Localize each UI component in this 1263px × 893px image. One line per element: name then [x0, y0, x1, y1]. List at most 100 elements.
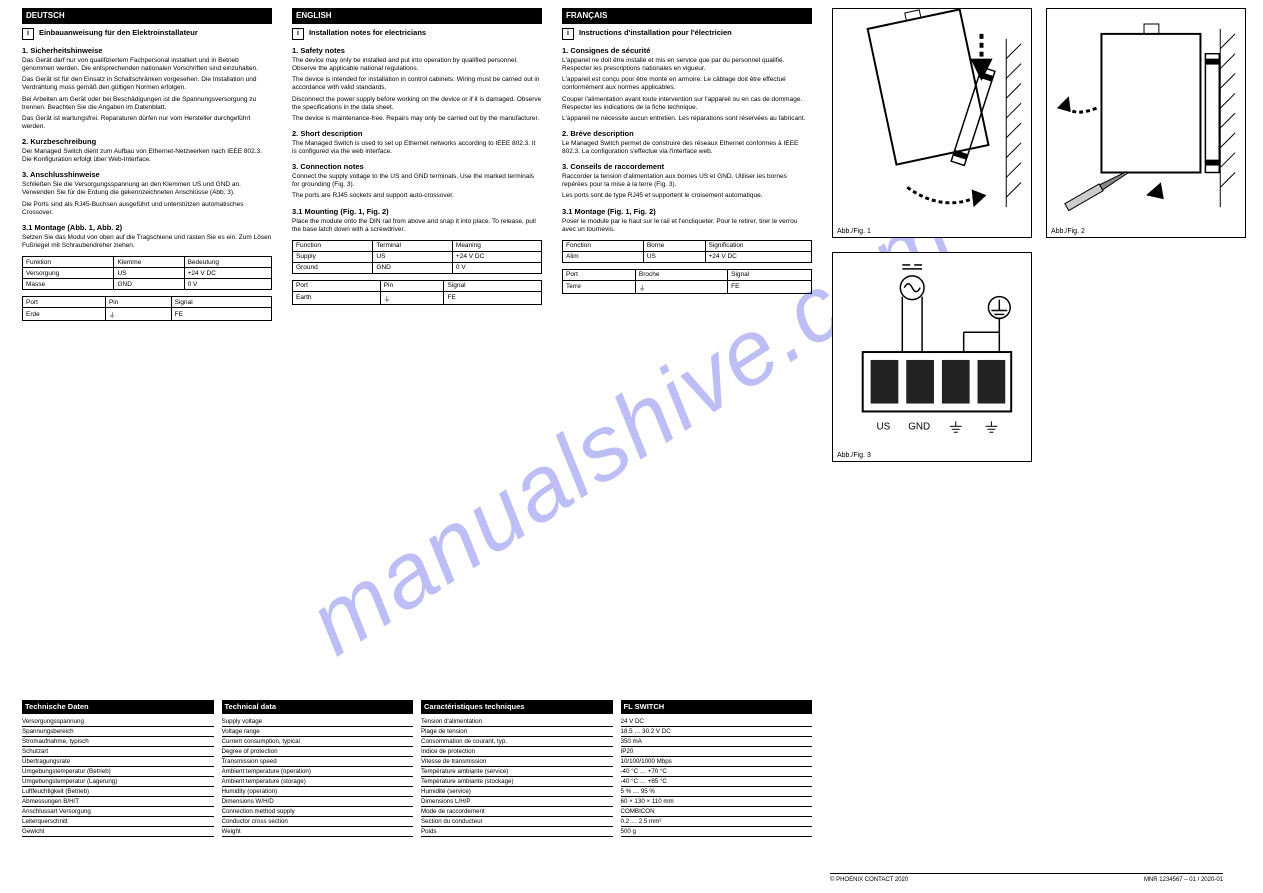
- tech-col-en: Technical data Supply voltageVoltage ran…: [222, 700, 414, 837]
- tech-row: Section du conducteur: [421, 817, 613, 827]
- tech-row: 500 g: [621, 827, 813, 837]
- tech-row: Degree of protection: [222, 747, 414, 757]
- tech-rows-en: Supply voltageVoltage rangeCurrent consu…: [222, 717, 414, 837]
- table-de-1: FunktionKlemmeBedeutung VersorgungUS+24 …: [22, 256, 272, 290]
- s2h-en: 2. Short description: [292, 129, 542, 138]
- lang-bar-de: DEUTSCH: [22, 8, 272, 24]
- tech-header-de: Technische Daten: [22, 700, 214, 714]
- info-icon: i: [562, 28, 574, 40]
- tech-row: IP20: [621, 747, 813, 757]
- text: Disconnect the power supply before worki…: [292, 96, 542, 112]
- table-fr-1: FonctionBorneSignification AlimUS+24 V D…: [562, 240, 812, 263]
- column-en: ENGLISH i Installation notes for electri…: [292, 8, 542, 311]
- text: Die Ports sind als RJ45-Buchsen ausgefüh…: [22, 201, 272, 217]
- text: The device may only be installed and put…: [292, 57, 542, 73]
- s4h-de: 3.1 Montage (Abb. 1, Abb. 2): [22, 223, 272, 232]
- tech-row: Umgebungstemperatur (Lagerung): [22, 777, 214, 787]
- tech-row: Ambient temperature (operation): [222, 767, 414, 777]
- text: Das Gerät ist wartungsfrei. Reparaturen …: [22, 115, 272, 131]
- tech-col-val: FL SWITCH 24 V DC18.5 … 30.2 V DC350 mAI…: [621, 700, 813, 837]
- tech-row: Humidity (operation): [222, 787, 414, 797]
- text: The device is maintenance-free. Repairs …: [292, 115, 542, 123]
- tech-row: Leiterquerschnitt: [22, 817, 214, 827]
- tech-row: 0.2 … 2.5 mm²: [621, 817, 813, 827]
- footer-left: © PHOENIX CONTACT 2020: [830, 877, 908, 883]
- fig2-label: Abb./Fig. 2: [1051, 228, 1085, 235]
- heading-de: Einbauanweisung für den Elektroinstallat…: [39, 28, 198, 37]
- text: The device is intended for installation …: [292, 76, 542, 92]
- tech-row: Stromaufnahme, typisch: [22, 737, 214, 747]
- fig1-label: Abb./Fig. 1: [837, 228, 871, 235]
- tech-row: Current consumption, typical: [222, 737, 414, 747]
- text: Das Gerät darf nur von qualifiziertem Fa…: [22, 57, 272, 73]
- tech-row: 5 % … 95 %: [621, 787, 813, 797]
- column-de: DEUTSCH i Einbauanweisung für den Elektr…: [22, 8, 272, 327]
- tech-row: Température ambiante (service): [421, 767, 613, 777]
- s2h-de: 2. Kurzbeschreibung: [22, 137, 272, 146]
- tech-row: COMBICON: [621, 807, 813, 817]
- tech-row: 24 V DC: [621, 717, 813, 727]
- s4h-fr: 3.1 Montage (Fig. 1, Fig. 2): [562, 207, 812, 216]
- s4h-en: 3.1 Mounting (Fig. 1, Fig. 2): [292, 207, 542, 216]
- lang-bar-fr: FRANÇAIS: [562, 8, 812, 24]
- s1h-en: 1. Safety notes: [292, 46, 542, 55]
- text: Poser le module par le haut sur le rail …: [562, 218, 812, 234]
- info-icon: i: [22, 28, 34, 40]
- figure-1: Abb./Fig. 1: [832, 8, 1032, 238]
- table-en-2: PortPinSignal Earth⏚FE: [292, 280, 542, 305]
- text: Schließen Sie die Versorgungsspannung an…: [22, 181, 272, 197]
- tech-row: 60 × 130 × 110 mm: [621, 797, 813, 807]
- technical-data: Technische Daten VersorgungsspannungSpan…: [22, 700, 812, 837]
- table-de-2: PortPinSignal Erde⏚FE: [22, 296, 272, 321]
- tech-row: Poids: [421, 827, 613, 837]
- tech-col-fr: Caractéristiques techniques Tension d'al…: [421, 700, 613, 837]
- tech-row: Plage de tension: [421, 727, 613, 737]
- tech-row: Gewicht: [22, 827, 214, 837]
- text: Setzen Sie das Modul von oben auf die Tr…: [22, 234, 272, 250]
- tech-row: -40 °C … +70 °C: [621, 767, 813, 777]
- tech-row: Température ambiante (stockage): [421, 777, 613, 787]
- tech-row: Ambient temperature (storage): [222, 777, 414, 787]
- tech-row: Tension d'alimentation: [421, 717, 613, 727]
- tech-rows-val: 24 V DC18.5 … 30.2 V DC350 mAIP2010/100/…: [621, 717, 813, 837]
- s3h-en: 3. Connection notes: [292, 162, 542, 171]
- figure-2: Abb./Fig. 2: [1046, 8, 1246, 238]
- text: The ports are RJ45 sockets and support a…: [292, 192, 542, 200]
- tech-row: Indice de protection: [421, 747, 613, 757]
- text: The Managed Switch is used to set up Eth…: [292, 140, 542, 156]
- tech-row: Anschlussart Versorgung: [22, 807, 214, 817]
- s3h-fr: 3. Conseils de raccordement: [562, 162, 812, 171]
- tech-row: Humidité (service): [421, 787, 613, 797]
- terminal-gnd: GND: [908, 421, 930, 432]
- tech-row: Dimensions L/H/P: [421, 797, 613, 807]
- s1h-fr: 1. Consignes de sécurité: [562, 46, 812, 55]
- tech-row: 10/100/1000 Mbps: [621, 757, 813, 767]
- tech-header-fr: Caractéristiques techniques: [421, 700, 613, 714]
- tech-row: Weight: [222, 827, 414, 837]
- footer-right: MNR 1234567 – 01 / 2020-01: [1144, 877, 1223, 883]
- info-icon: i: [292, 28, 304, 40]
- tech-row: -40 °C … +85 °C: [621, 777, 813, 787]
- text: Place the module onto the DIN rail from …: [292, 218, 542, 234]
- footer: © PHOENIX CONTACT 2020 MNR 1234567 – 01 …: [830, 873, 1223, 883]
- tech-row: Dimensions W/H/D: [222, 797, 414, 807]
- text: Connect the supply voltage to the US and…: [292, 173, 542, 189]
- tech-row: Vitesse de transmission: [421, 757, 613, 767]
- text: Le Managed Switch permet de construire d…: [562, 140, 812, 156]
- text: Das Gerät ist für den Einsatz in Schalts…: [22, 76, 272, 92]
- table-fr-2: PortBrocheSignal Terre⏚FE: [562, 269, 812, 294]
- table-en-1: FunctionTerminalMeaning SupplyUS+24 V DC…: [292, 240, 542, 274]
- fig3-label: Abb./Fig. 3: [837, 452, 871, 459]
- tech-row: Supply voltage: [222, 717, 414, 727]
- tech-rows-de: VersorgungsspannungSpannungsbereichStrom…: [22, 717, 214, 837]
- tech-row: Conductor cross section: [222, 817, 414, 827]
- s3h-de: 3. Anschlusshinweise: [22, 170, 272, 179]
- heading-fr: Instructions d'installation pour l'élect…: [579, 28, 732, 37]
- s2h-fr: 2. Brève description: [562, 129, 812, 138]
- tech-row: 18.5 … 30.2 V DC: [621, 727, 813, 737]
- tech-row: Consommation de courant, typ.: [421, 737, 613, 747]
- tech-row: Connection method supply: [222, 807, 414, 817]
- figure-3: US GND Abb./Fig. 3: [832, 252, 1032, 462]
- s1h-de: 1. Sicherheitshinweise: [22, 46, 272, 55]
- text: Couper l'alimentation avant toute interv…: [562, 96, 812, 112]
